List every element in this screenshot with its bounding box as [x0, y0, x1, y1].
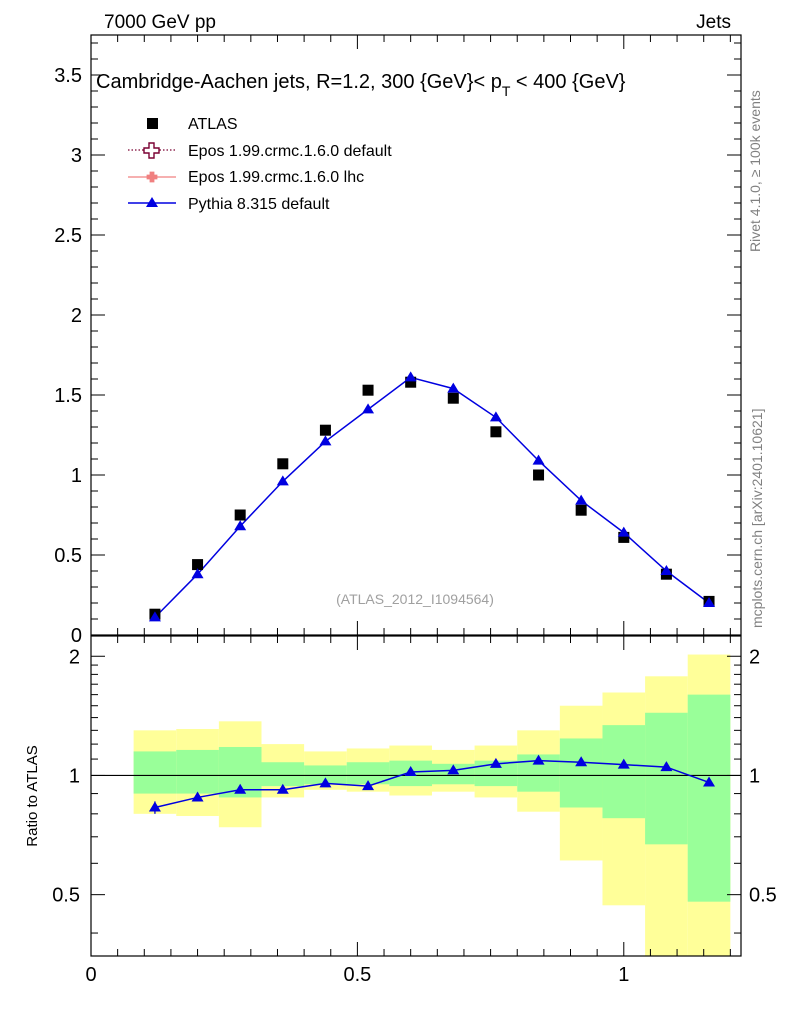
main-ytick-label: 2 [71, 305, 82, 327]
ratio-pythia-line [154, 759, 710, 809]
header-process: Jets [696, 12, 731, 33]
ratio-ytick-label-right: 1 [749, 765, 760, 787]
ratio-band-inner [559, 738, 603, 808]
main-ytick-label: 3.5 [54, 65, 82, 87]
atlas-point [490, 426, 502, 438]
legend-marker-epos-lhc [146, 171, 158, 183]
pythia-point [319, 435, 332, 446]
header-energy: 7000 GeV pp [104, 12, 216, 33]
main-panel-frame [90, 34, 742, 636]
atlas-point [234, 509, 246, 521]
atlas-point [618, 531, 630, 543]
atlas-point [362, 384, 374, 396]
ratio-xtick-label: 1 [618, 964, 629, 986]
ratio-band-inner [687, 694, 731, 902]
atlas-point [533, 469, 545, 481]
ratio-pythia-point [489, 757, 502, 768]
ratio-band-inner [261, 762, 305, 787]
legend-label-epos-lhc: Epos 1.99.crmc.1.6.0 lhc [188, 169, 364, 186]
pythia-point [362, 403, 375, 414]
pythia-point [489, 411, 502, 422]
ratio-ytick-label-left: 1 [69, 765, 80, 787]
ratio-pythia-point [575, 756, 588, 767]
pythia-point [191, 568, 204, 579]
ratio-pythia-point [532, 754, 545, 765]
ratio-panel-ticks: 0.5 0.5 1 1 2 2 0 0.5 1 [52, 636, 777, 986]
atlas-point [192, 559, 204, 571]
ratio-band-inner [645, 712, 688, 845]
pythia-point [148, 611, 161, 622]
ratio-ytick-label-left: 2 [69, 646, 80, 668]
atlas-point [405, 376, 417, 388]
legend-marker-pythia [146, 197, 158, 207]
ratio-pythia-point [319, 777, 332, 788]
pythia-point [617, 526, 630, 537]
mcplots-label: mcplots.cern.ch [arXiv:2401.10621] [749, 409, 765, 628]
ratio-pythia-point [447, 764, 460, 775]
ratio-ytick-label-left: 0.5 [52, 885, 80, 907]
pythia-point [447, 382, 460, 393]
ratio-pythia-point [404, 766, 417, 777]
main-ytick-label: 1 [71, 465, 82, 487]
main-ytick-label: 1.5 [54, 385, 82, 407]
ratio-xtick-label: 0 [85, 964, 96, 986]
ratio-band-inner [602, 725, 646, 819]
analysis-watermark: (ATLAS_2012_I1094564) [336, 591, 494, 607]
legend: ATLAS Epos 1.99.crmc.1.6.0 default Epos … [128, 116, 392, 213]
pythia-point [660, 565, 673, 575]
atlas-point [277, 458, 289, 470]
ratio-uncertainty-bands [133, 654, 731, 956]
atlas-point [319, 424, 331, 436]
legend-label-epos-default: Epos 1.99.crmc.1.6.0 default [188, 143, 392, 160]
legend-label-pythia: Pythia 8.315 default [188, 196, 330, 213]
ratio-pythia-point [148, 801, 161, 812]
ratio-panel-frame [90, 635, 742, 957]
atlas-point [575, 504, 587, 516]
ratio-ytick-label-right: 2 [749, 646, 760, 668]
pythia-point [575, 494, 588, 505]
pythia-point [276, 475, 289, 486]
pythia-point [404, 371, 417, 382]
ratio-pythia-point [191, 791, 204, 802]
ratio-pythia-point [703, 776, 716, 787]
ratio-pythia-point [276, 783, 289, 794]
main-panel-ticks: 0 0.5 1 1.5 2 2.5 3 3.5 [54, 35, 741, 647]
ratio-pythia-point [234, 783, 247, 794]
main-panel-series [148, 371, 716, 622]
pythia-line [154, 376, 710, 618]
ratio-pythia-point [617, 758, 630, 769]
main-ytick-label: 3 [71, 145, 82, 167]
legend-marker-atlas [147, 118, 158, 129]
atlas-point [447, 392, 459, 404]
main-ytick-label: 0 [71, 625, 82, 647]
ratio-ylabel: Ratio to ATLAS [24, 745, 41, 846]
ratio-pythia-point [660, 761, 673, 772]
legend-label-atlas: ATLAS [188, 116, 238, 133]
ratio-pythia-point [362, 780, 375, 791]
pythia-point [703, 597, 716, 607]
main-ytick-label: 0.5 [54, 545, 82, 567]
rivet-version-label: Rivet 4.1.0, ≥ 100k events [747, 90, 763, 252]
ratio-panel-series [91, 754, 741, 814]
ratio-band-inner [176, 749, 219, 794]
ratio-band-inner [346, 762, 390, 785]
ratio-xtick-label: 0.5 [343, 964, 371, 986]
ratio-ytick-label-right: 0.5 [749, 885, 777, 907]
main-ytick-label: 2.5 [54, 225, 82, 247]
pythia-point [234, 520, 247, 531]
ratio-band-inner [133, 751, 177, 794]
plot-title: Cambridge-Aachen jets, R=1.2, 300 {GeV}<… [96, 71, 626, 99]
legend-marker-epos-default [143, 142, 160, 159]
pythia-point [532, 454, 545, 465]
